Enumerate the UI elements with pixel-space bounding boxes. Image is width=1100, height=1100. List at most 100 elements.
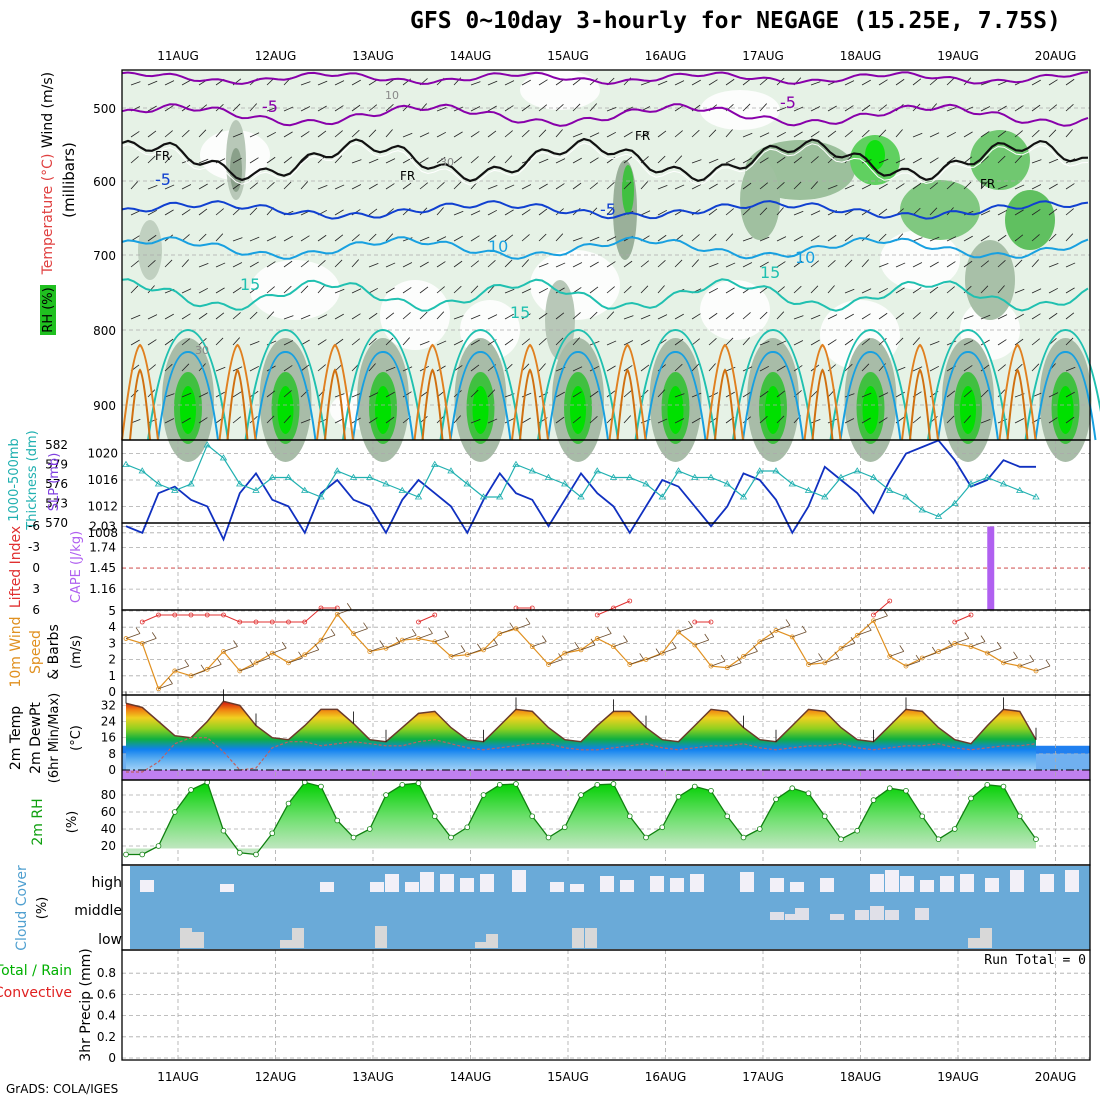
wind-barb bbox=[980, 314, 991, 320]
slp-tick: 1020 bbox=[87, 447, 118, 461]
wind-barb bbox=[283, 365, 293, 372]
rh-point bbox=[188, 787, 194, 793]
wind-barb bbox=[922, 652, 937, 659]
thickness-point bbox=[869, 473, 878, 480]
wind-barb bbox=[759, 636, 774, 643]
rh-point bbox=[269, 830, 276, 837]
li-tick: -3 bbox=[28, 540, 40, 554]
thickness-point bbox=[349, 473, 358, 480]
wind-barb bbox=[538, 104, 548, 112]
thickness-point bbox=[626, 473, 634, 480]
wind-barb bbox=[572, 132, 583, 138]
wind-barb bbox=[623, 181, 632, 190]
contour-label: -5 bbox=[780, 93, 796, 112]
wind-barb bbox=[283, 156, 293, 164]
wind-barb bbox=[249, 236, 260, 242]
wind-barb bbox=[759, 207, 768, 216]
wind-speed-point bbox=[253, 660, 259, 666]
wind-speed-point bbox=[952, 641, 958, 646]
wind-barb bbox=[181, 392, 192, 398]
wind-barb bbox=[368, 338, 377, 346]
cloud-high-bar bbox=[940, 876, 954, 892]
wind-barb bbox=[351, 159, 362, 164]
wind-barb bbox=[572, 366, 583, 372]
wind-barb bbox=[266, 390, 276, 398]
wind-barb bbox=[385, 183, 395, 190]
wind-barb bbox=[198, 129, 207, 138]
pressure-level-label: 800 bbox=[93, 324, 116, 338]
wind-axis-title-3: & Barbs bbox=[46, 624, 62, 680]
wind-barb-feather bbox=[184, 659, 190, 667]
wind-speed-point bbox=[692, 642, 698, 648]
wind-barb bbox=[691, 313, 701, 320]
wind-barb bbox=[1035, 665, 1051, 672]
cloud-high-bar bbox=[740, 872, 754, 892]
wind-barb bbox=[158, 683, 173, 690]
wind-barb bbox=[402, 182, 412, 190]
wind-barb bbox=[844, 393, 855, 398]
wind-barb bbox=[402, 366, 413, 372]
cape-bar bbox=[987, 526, 995, 610]
wind-barb bbox=[725, 233, 734, 242]
wind-barb bbox=[125, 633, 141, 639]
wind-speed-point bbox=[237, 668, 243, 674]
wind-barb bbox=[470, 260, 480, 268]
wind-barb bbox=[905, 660, 921, 667]
wind-barb bbox=[674, 259, 683, 268]
wind-barb bbox=[878, 208, 888, 216]
wind-barb bbox=[232, 207, 241, 216]
wind-barb bbox=[232, 182, 242, 190]
rh-point bbox=[886, 785, 893, 791]
wind-barb bbox=[317, 260, 326, 268]
pressure-axis-title: (millibars) bbox=[60, 142, 78, 218]
thickness-point bbox=[902, 493, 910, 500]
wind-barb bbox=[776, 107, 787, 112]
wind-barb bbox=[487, 314, 498, 320]
wind-barb bbox=[861, 288, 872, 294]
rh-blob bbox=[965, 240, 1015, 320]
wind-barb bbox=[623, 315, 634, 320]
wind-barb bbox=[538, 287, 549, 294]
wind-barb-feather bbox=[655, 648, 661, 655]
wind-barb bbox=[453, 181, 462, 190]
cape-tick: 1.16 bbox=[89, 582, 116, 596]
wind-barb bbox=[1014, 209, 1024, 216]
thickness-axis-title: 1000-500mb bbox=[7, 438, 22, 522]
cloud-high-bar bbox=[385, 874, 399, 892]
warm-temp-contour bbox=[803, 343, 842, 441]
rh-point bbox=[415, 780, 422, 786]
wind-barb bbox=[980, 285, 989, 294]
wind-barb bbox=[844, 338, 854, 346]
date-label-bottom: 16AUG bbox=[645, 1070, 687, 1084]
wind-barb bbox=[215, 312, 225, 320]
wind-barb bbox=[255, 657, 271, 664]
wind-barb bbox=[266, 286, 275, 294]
rh-column-max bbox=[667, 386, 684, 434]
wind-barb bbox=[606, 286, 615, 294]
wind-speed-point bbox=[481, 647, 486, 653]
wind-barb bbox=[793, 260, 803, 268]
wind-barb bbox=[742, 182, 752, 190]
wind-barb bbox=[419, 261, 429, 268]
contour-label: -5 bbox=[155, 170, 171, 189]
wind-speed-point bbox=[1017, 663, 1023, 669]
wind-barb bbox=[147, 364, 156, 372]
wind-barb bbox=[555, 183, 565, 190]
wind-barb bbox=[597, 633, 612, 639]
warm-temp-contour bbox=[616, 368, 639, 441]
wind-barb bbox=[963, 315, 974, 320]
wind-barb bbox=[1014, 105, 1024, 112]
grads-credit: GrADS: COLA/IGES bbox=[6, 1082, 119, 1096]
wind-barb bbox=[742, 132, 753, 138]
wind-barb bbox=[606, 365, 616, 372]
lifted-index-point bbox=[952, 619, 958, 625]
wind-barb bbox=[368, 417, 378, 424]
precip-axis-title: 3hr Precip (mm) bbox=[78, 948, 94, 1061]
wind-barb bbox=[470, 419, 481, 424]
wind-barb bbox=[470, 235, 480, 242]
wind-barb bbox=[759, 390, 769, 398]
wind-barb bbox=[419, 182, 429, 190]
wind-barb bbox=[589, 207, 598, 216]
wind-barb bbox=[793, 131, 803, 138]
thickness-point bbox=[447, 467, 455, 474]
